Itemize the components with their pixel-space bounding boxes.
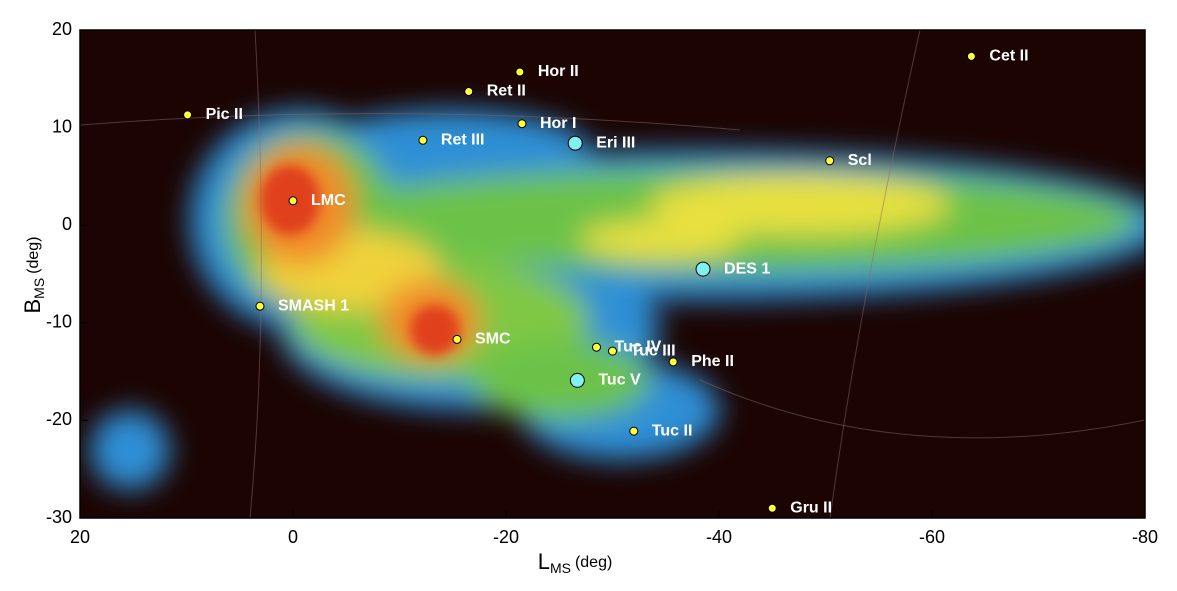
point <box>452 334 462 344</box>
point-label: Ret II <box>487 83 526 100</box>
point <box>567 135 583 151</box>
point <box>767 503 777 513</box>
point <box>592 342 602 352</box>
point-label: Hor II <box>538 63 579 80</box>
point <box>255 301 265 311</box>
x-tick-label: -80 <box>1132 527 1158 547</box>
point <box>517 119 527 129</box>
point <box>288 196 298 206</box>
point <box>183 110 193 120</box>
point <box>418 135 428 145</box>
point <box>825 156 835 166</box>
y-tick-label: -10 <box>46 312 72 332</box>
y-label-main: B <box>20 299 45 314</box>
point-label: SMASH 1 <box>278 297 349 314</box>
point-label: Pic II <box>206 106 243 123</box>
y-tick-label: 10 <box>52 116 72 136</box>
x-label-unit: (deg) <box>575 554 612 571</box>
point-label: Eri III <box>596 134 635 151</box>
point <box>608 346 617 356</box>
point <box>668 357 678 367</box>
y-axis-label: BMS (deg) <box>20 236 47 313</box>
point <box>629 426 639 436</box>
x-label-main: L <box>538 549 550 574</box>
x-tick-label: -40 <box>706 527 732 547</box>
point-label: Ret III <box>441 132 485 149</box>
point <box>515 67 525 77</box>
point-label: SMC <box>475 331 511 348</box>
point-label: Tuc II <box>652 422 693 439</box>
y-tick-label: -30 <box>46 507 72 527</box>
point <box>695 261 711 277</box>
point-label: Hor I <box>540 115 576 132</box>
point-label: Tuc III <box>631 342 676 359</box>
x-tick-label: 20 <box>70 527 90 547</box>
y-label-sub: MS <box>31 278 47 299</box>
point-label: Tuc V <box>598 372 641 389</box>
point-label: Phe II <box>691 353 734 370</box>
heatmap <box>80 30 1145 518</box>
y-tick-label: 20 <box>52 19 72 39</box>
point-label: DES 1 <box>724 260 770 277</box>
y-tick-label: 0 <box>62 214 72 234</box>
point-label: LMC <box>311 192 346 209</box>
y-label-unit: (deg) <box>25 236 42 273</box>
x-tick-label: -20 <box>493 527 519 547</box>
point <box>569 372 585 388</box>
x-axis-label: LMS (deg) <box>538 549 613 576</box>
point-label: Scl <box>848 152 872 169</box>
point <box>966 51 976 61</box>
point-label: Gru II <box>790 499 832 516</box>
x-tick-label: 0 <box>288 527 298 547</box>
point-label: Tuc IV <box>615 338 662 355</box>
point-label: Cet II <box>989 48 1028 65</box>
x-tick-label: -60 <box>919 527 945 547</box>
y-tick-label: -20 <box>46 409 72 429</box>
point <box>464 86 474 96</box>
plot-frame <box>79 29 1146 519</box>
x-label-sub: MS <box>550 560 571 576</box>
